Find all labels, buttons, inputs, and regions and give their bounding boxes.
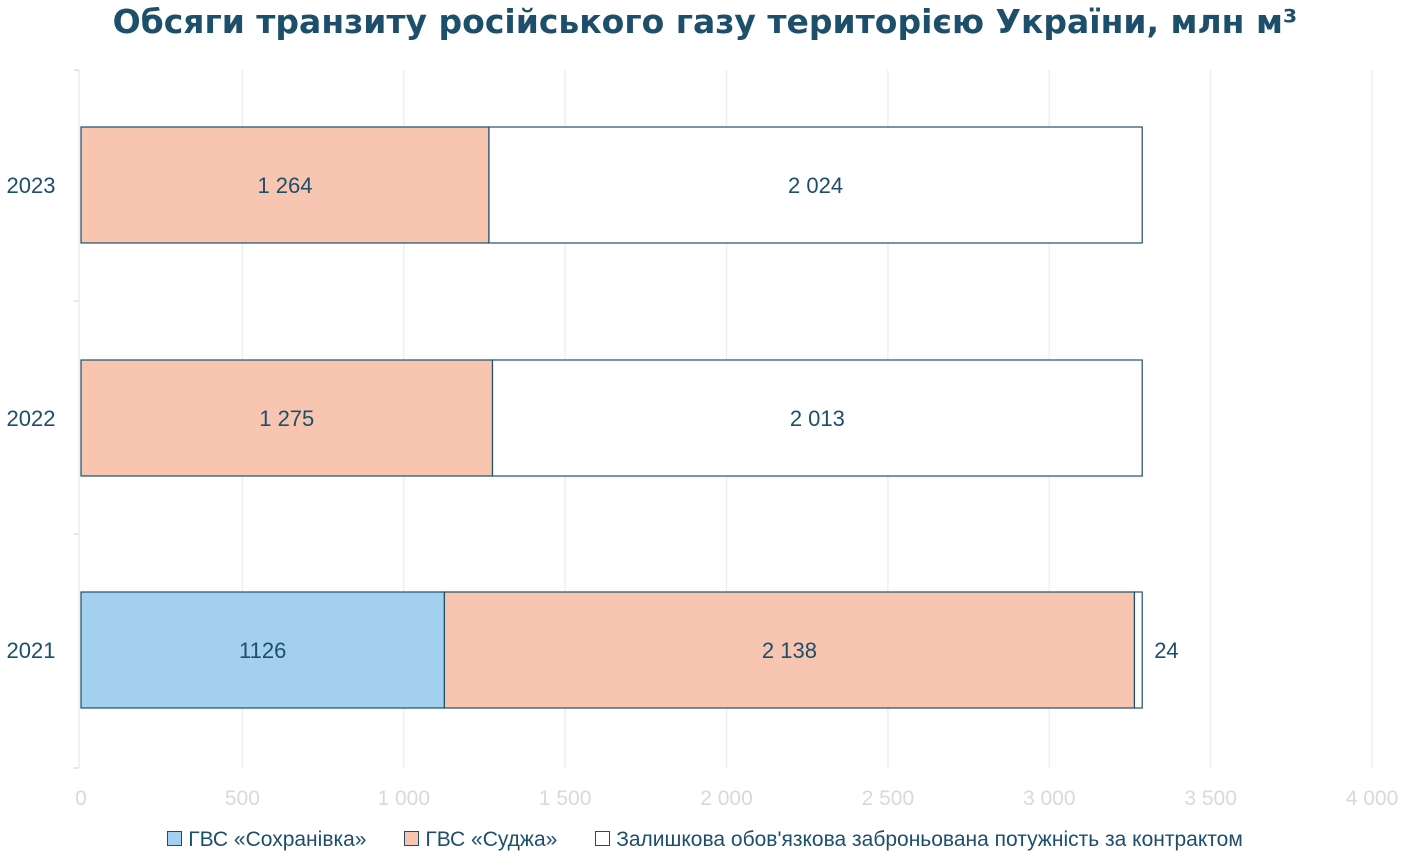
chart-legend: ГВС «Сохранівка» ГВС «Суджа» Залишкова о… — [0, 828, 1410, 852]
legend-label-sudzha: ГВС «Суджа» — [425, 828, 558, 851]
data-label-2022-series-2: 2 013 — [790, 406, 845, 431]
legend-label-sokhranivka: ГВС «Сохранівка» — [188, 828, 367, 851]
x-tick-label-1500: 1 500 — [539, 787, 592, 810]
bar-2021-series-2 — [1133, 591, 1143, 709]
legend-label-remaining-capacity: Залишкова обов'язкова заброньована потуж… — [616, 828, 1243, 851]
y-category-label-2023: 2023 — [7, 173, 56, 198]
chart-title: Обсяги транзиту російського газу територ… — [112, 2, 1298, 41]
bar-2021-series-1 — [443, 591, 1136, 709]
y-category-label-2021: 2021 — [7, 638, 56, 663]
bar-2023-series-2 — [488, 126, 1143, 244]
x-tick-label-4000: 4 000 — [1346, 787, 1399, 810]
data-label-2021-series-1: 2 138 — [762, 638, 817, 663]
data-label-2021-series-0: 1126 — [239, 638, 286, 663]
data-label-2022-series-1: 1 275 — [259, 406, 314, 431]
data-label-2021-series-2: 24 — [1154, 638, 1178, 663]
x-tick-label-0: 0 — [75, 787, 87, 810]
x-tick-label-3000: 3 000 — [1023, 787, 1076, 810]
x-tick-label-2000: 2 000 — [700, 787, 753, 810]
data-label-2023-series-2: 2 024 — [788, 173, 843, 198]
legend-swatch-sudzha — [404, 830, 420, 846]
legend-item-remaining-capacity: Залишкова обов'язкова заброньована потуж… — [595, 828, 1243, 852]
bar-2023-series-1 — [80, 126, 490, 244]
x-tick-label-3500: 3 500 — [1184, 787, 1237, 810]
legend-item-sudzha: ГВС «Суджа» — [404, 828, 557, 852]
x-tick-label-2500: 2 500 — [862, 787, 915, 810]
bar-2022-series-2 — [491, 359, 1143, 477]
data-label-2023-series-1: 1 264 — [257, 173, 312, 198]
legend-swatch-sokhranivka — [167, 830, 183, 846]
bar-2021-series-0 — [80, 591, 446, 709]
x-tick-label-1000: 1 000 — [377, 787, 430, 810]
y-category-label-2022: 2022 — [7, 406, 56, 431]
legend-swatch-remaining-capacity — [595, 830, 611, 846]
legend-item-sokhranivka: ГВС «Сохранівка» — [167, 828, 367, 852]
bar-2022-series-1 — [80, 359, 494, 477]
x-tick-label-500: 500 — [225, 787, 260, 810]
